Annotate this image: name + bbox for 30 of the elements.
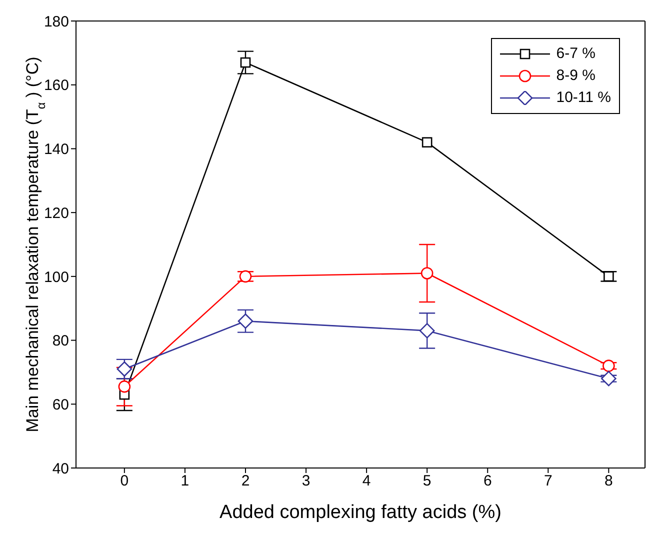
point — [602, 360, 615, 372]
point — [420, 267, 434, 280]
x-tick-label: 5 — [422, 472, 432, 490]
y-tick-label: 120 — [44, 204, 69, 222]
x-tick-label: 2 — [241, 472, 250, 490]
point — [601, 370, 616, 386]
legend-label: 6-7 % — [555, 44, 596, 64]
point — [238, 313, 254, 329]
legend-label: 10-11 % — [555, 88, 611, 108]
point — [239, 270, 252, 283]
x-tick-label: 3 — [302, 472, 310, 490]
point — [422, 137, 432, 148]
legend-label: 8-9 % — [555, 66, 596, 86]
x-tick-label: 8 — [604, 472, 613, 490]
point — [240, 57, 251, 68]
x-tick-label: 1 — [180, 472, 190, 490]
y-tick-label: 80 — [52, 332, 69, 350]
x-tick-label: 7 — [544, 472, 552, 490]
y-tick-label: 180 — [44, 13, 69, 30]
y-tick-label: 140 — [44, 141, 69, 158]
point — [419, 323, 435, 338]
x-tick-label: 0 — [120, 472, 129, 490]
x-axis-title: Added complexing fatty acids (%) — [220, 502, 502, 523]
y-tick-label: 60 — [52, 396, 69, 414]
y-tick-label: 160 — [44, 77, 69, 94]
point — [604, 271, 614, 282]
x-tick-label: 4 — [362, 472, 371, 490]
point — [118, 380, 131, 393]
x-tick-label: 6 — [483, 472, 492, 490]
y-tick-label: 40 — [52, 460, 69, 478]
